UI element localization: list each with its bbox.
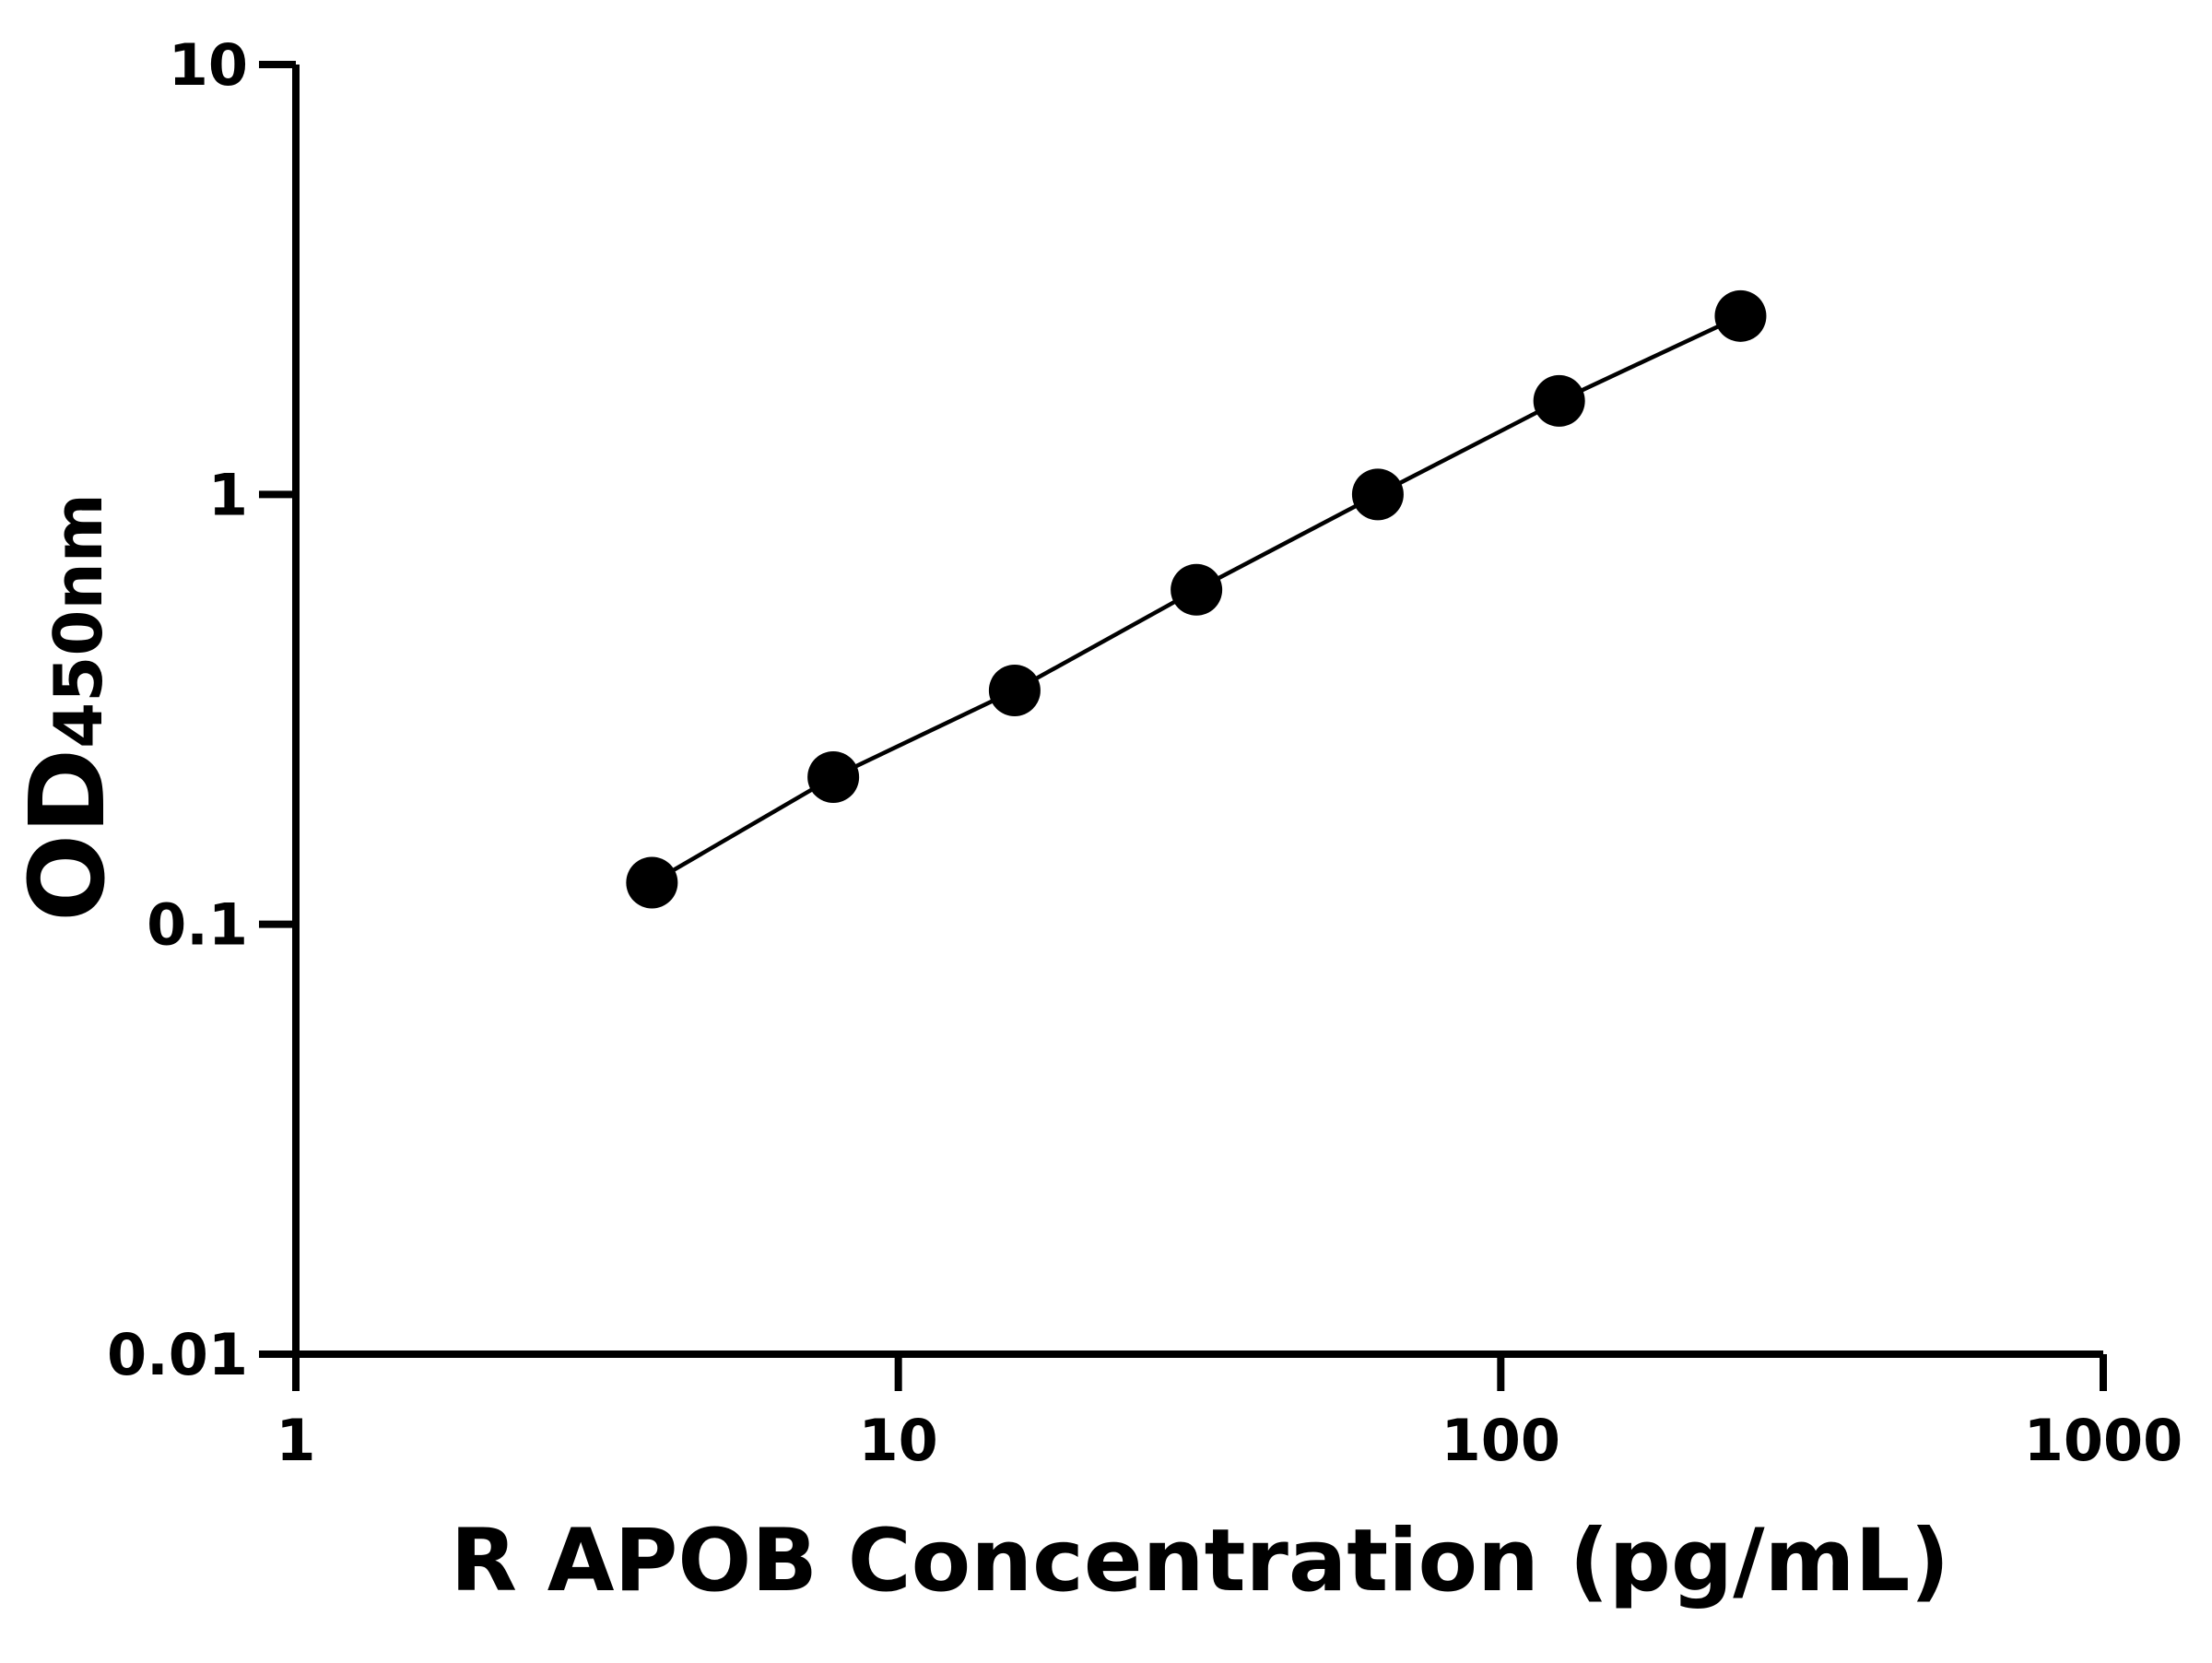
point bbox=[1351, 468, 1404, 521]
point bbox=[626, 856, 678, 909]
point bbox=[807, 750, 860, 803]
x-tick-label: 1000 bbox=[2024, 1407, 2183, 1474]
y-tick-label: 0.01 bbox=[107, 1321, 248, 1388]
y-axis-title-main: OD bbox=[8, 749, 128, 922]
point bbox=[1533, 374, 1585, 427]
x-tick-label: 1 bbox=[276, 1407, 315, 1474]
point bbox=[1714, 289, 1767, 342]
x-tick-label: 10 bbox=[859, 1407, 938, 1474]
y-axis-title-group: OD450nm bbox=[8, 493, 128, 922]
x-tick-label: 100 bbox=[1441, 1407, 1560, 1474]
y-axis-title: OD450nm bbox=[8, 493, 128, 922]
point bbox=[988, 664, 1041, 716]
y-tick-label: 10 bbox=[169, 31, 248, 99]
x-axis-title: R APOB Concentration (pg/mL) bbox=[451, 1511, 1950, 1611]
y-tick-label: 1 bbox=[208, 461, 248, 528]
y-tick-label: 0.1 bbox=[147, 891, 248, 959]
y-axis-title-sub: 450nm bbox=[40, 493, 117, 749]
point bbox=[1171, 563, 1223, 616]
